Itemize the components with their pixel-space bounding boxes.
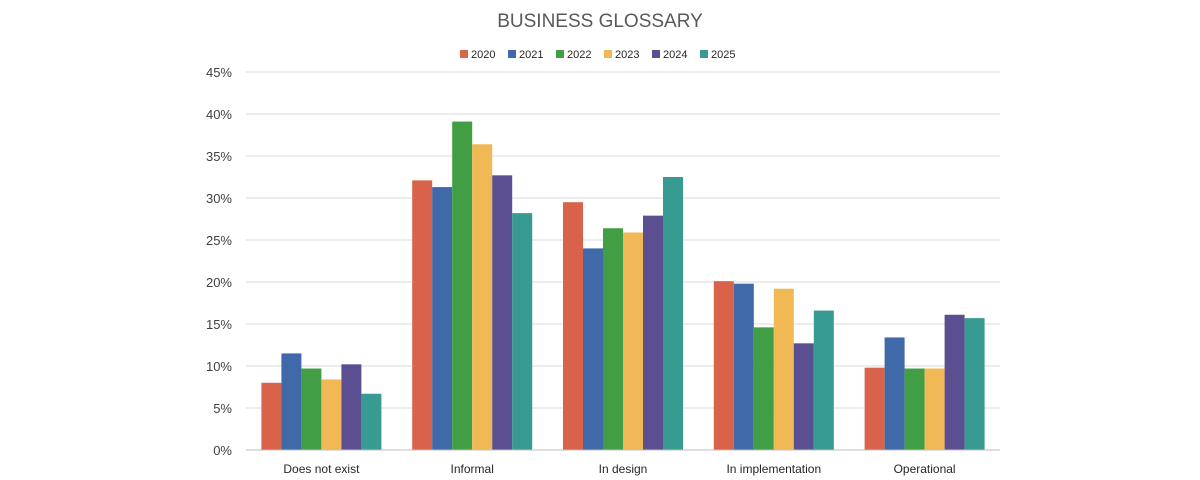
bar	[563, 202, 583, 450]
y-tick-label: 0%	[213, 443, 232, 458]
legend-swatch	[556, 50, 564, 58]
bar	[341, 364, 362, 450]
legend-label: 2024	[663, 49, 687, 61]
legend-label: 2020	[471, 49, 495, 61]
y-axis-ticks: 0% 5% 10% 15% 20% 25% 30% 35% 40% 45%	[206, 65, 232, 458]
bar	[261, 382, 282, 450]
bar	[733, 283, 754, 450]
y-tick-label: 30%	[206, 191, 232, 206]
bar	[643, 215, 663, 450]
y-tick-label: 15%	[206, 317, 232, 332]
y-tick-label: 45%	[206, 65, 232, 80]
bar	[361, 393, 382, 450]
bar	[884, 337, 905, 450]
legend-swatch	[604, 50, 612, 58]
bar	[964, 318, 985, 450]
bar	[813, 310, 834, 450]
legend-swatch	[508, 50, 516, 58]
x-axis-categories: Does not exist Informal In design In implem…	[283, 462, 955, 476]
bar	[512, 213, 533, 450]
legend-label: 2021	[519, 49, 543, 61]
bar	[472, 144, 493, 451]
bar	[944, 314, 965, 450]
bar	[321, 379, 342, 450]
legend-swatch	[652, 50, 660, 58]
bar	[713, 281, 734, 450]
legend-label: 2025	[711, 49, 735, 61]
bar	[603, 228, 623, 450]
y-tick-label: 20%	[206, 275, 232, 290]
bar	[492, 175, 513, 450]
x-category-label: Operational	[894, 462, 956, 476]
bar	[924, 368, 945, 450]
bar	[623, 232, 643, 450]
x-category-label: In design	[599, 462, 648, 476]
legend-swatch	[460, 50, 468, 58]
x-category-label: Informal	[451, 462, 494, 476]
chart-title: BUSINESS GLOSSARY	[497, 11, 703, 32]
y-tick-label: 40%	[206, 107, 232, 122]
y-tick-label: 35%	[206, 149, 232, 164]
y-tick-label: 25%	[206, 233, 232, 248]
x-category-label: Does not exist	[283, 462, 360, 476]
legend-swatch	[700, 50, 708, 58]
bar	[864, 367, 885, 450]
bar	[753, 327, 774, 450]
legend-label: 2022	[567, 49, 591, 61]
bar	[281, 353, 302, 450]
bar	[583, 248, 603, 450]
legend-label: 2023	[615, 49, 639, 61]
bar	[412, 180, 433, 451]
bar	[432, 187, 453, 450]
y-tick-label: 10%	[206, 359, 232, 374]
legend: 2020 2021 2022 2023 2024 2025	[460, 49, 735, 61]
bar	[301, 368, 322, 450]
bar	[663, 177, 683, 450]
bars	[261, 121, 985, 451]
bar	[773, 288, 794, 450]
bar	[904, 368, 925, 450]
x-category-label: In implementation	[726, 462, 821, 476]
bar	[452, 121, 473, 450]
y-tick-label: 5%	[213, 401, 232, 416]
bar	[793, 343, 814, 450]
